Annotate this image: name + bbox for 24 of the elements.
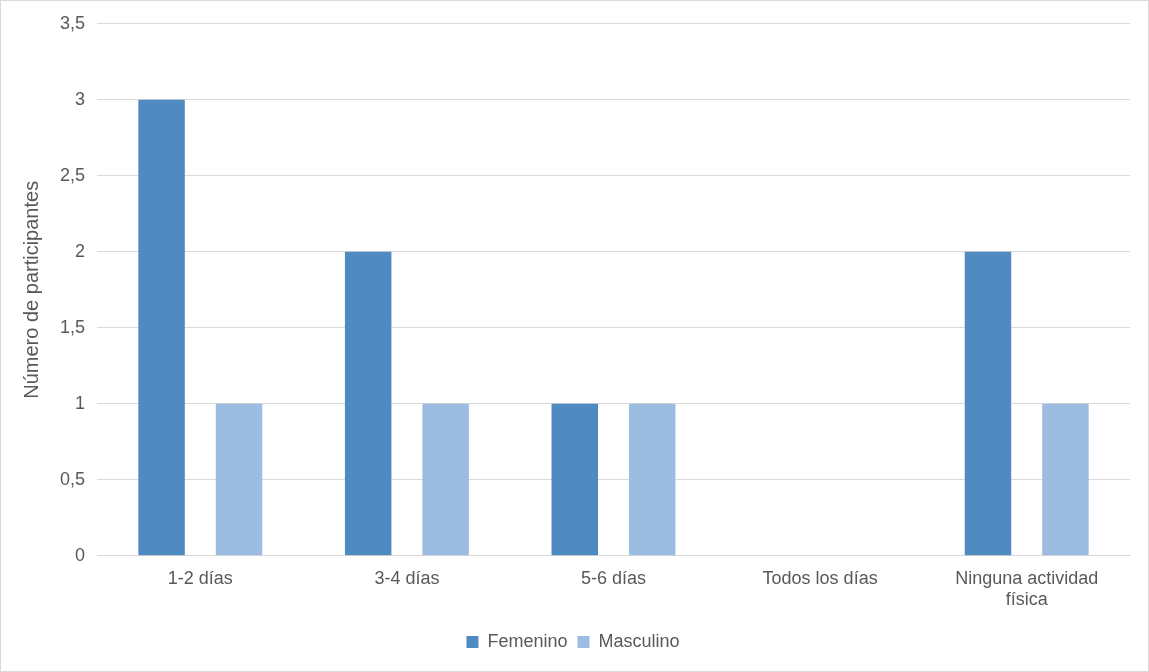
bar <box>551 403 599 556</box>
y-tick-label: 1 <box>75 392 86 413</box>
bar <box>1042 403 1089 556</box>
bar <box>215 403 263 556</box>
bar <box>344 251 392 556</box>
x-tick-label: 3-4 días <box>374 567 440 588</box>
x-tick-label: Todos los días <box>762 567 878 588</box>
y-tick-label: 1,5 <box>59 316 86 337</box>
legend-label: Masculino <box>598 630 680 651</box>
y-tick-label: 2,5 <box>59 164 86 185</box>
y-tick-label: 3,5 <box>59 12 86 33</box>
y-tick-label: 3 <box>75 88 86 109</box>
bar <box>422 403 469 556</box>
x-tick-label: 1-2 días <box>167 567 233 588</box>
bar <box>964 251 1012 556</box>
y-tick-label: 2 <box>75 240 86 261</box>
bar <box>138 99 185 556</box>
legend-label: Femenino <box>487 630 568 651</box>
y-tick-label: 0,5 <box>59 468 86 489</box>
y-tick-label: 0 <box>75 544 86 565</box>
y-axis-title: Número de participantes <box>19 180 42 399</box>
x-tick-label: 5-6 días <box>580 567 647 588</box>
x-tick-label: Ninguna actividad física <box>955 567 1099 610</box>
bar <box>629 403 676 556</box>
